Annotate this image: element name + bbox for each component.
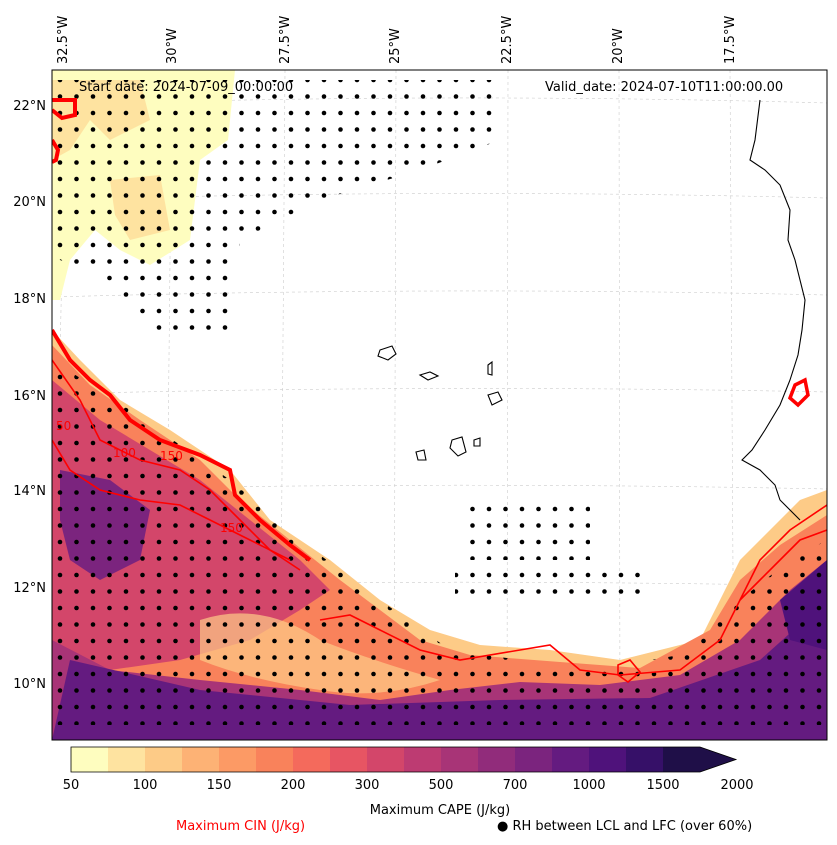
island-maio xyxy=(473,437,481,447)
cape-verde-islands xyxy=(377,345,503,461)
lon-label-27-5w: 27.5°W xyxy=(278,16,293,64)
lat-label-22n: 22°N xyxy=(13,99,46,114)
rh-marker-icon: ● xyxy=(497,819,509,834)
colorbar-label: Maximum CAPE (J/kg) xyxy=(370,803,510,818)
cape-colorbar xyxy=(70,746,738,773)
island-boa-vista xyxy=(487,391,503,406)
colorbar-tick-label: 1000 xyxy=(572,778,605,793)
colorbar-swatch xyxy=(256,747,294,772)
colorbar-swatch xyxy=(367,747,405,772)
lon-label-25w: 25°W xyxy=(388,28,403,64)
cin-label-3: 50 xyxy=(56,419,71,433)
lat-label-14n: 14°N xyxy=(13,484,46,499)
lat-label-16n: 16°N xyxy=(13,389,46,404)
cin-legend: Maximum CIN (J/kg) xyxy=(176,819,306,834)
colorbar-tick-label: 50 xyxy=(63,778,80,793)
cin-contours xyxy=(52,98,827,684)
colorbar-swatch xyxy=(330,747,368,772)
island-fogo xyxy=(415,449,427,461)
lon-label-17-5w: 17.5°W xyxy=(723,16,738,64)
colorbar-tick-label: 1500 xyxy=(646,778,679,793)
colorbar-swatch xyxy=(441,747,479,772)
cin-label-4: 150 xyxy=(220,521,243,535)
cin-contour-50 xyxy=(319,504,827,676)
cin-contour-nw-2 xyxy=(52,138,61,164)
cin-contour-labels: 100 150 50 150 xyxy=(56,419,243,535)
colorbar-outline xyxy=(70,746,738,773)
colorbar-tick-label: 700 xyxy=(503,778,528,793)
lat-label-20n: 20°N xyxy=(13,195,46,210)
latitude-labels: 22°N 20°N 18°N 16°N 14°N 12°N 10°N xyxy=(13,99,46,692)
lon-label-30w: 30°W xyxy=(165,28,180,64)
island-santiago xyxy=(449,436,467,457)
colorbar-swatch xyxy=(108,747,146,772)
cin-contour-island xyxy=(617,659,642,684)
rh-legend-label: RH between LCL and LFC (over 60%) xyxy=(512,819,753,834)
cin-contour-thick xyxy=(52,328,312,562)
colorbar-swatch xyxy=(145,747,183,772)
colorbar-tick-label: 500 xyxy=(429,778,454,793)
colorbar-tick-label: 100 xyxy=(133,778,158,793)
cin-contour-east xyxy=(739,529,827,601)
colorbar-tick-label: 300 xyxy=(355,778,380,793)
colorbar-swatch xyxy=(552,747,590,772)
rh-dots-patch-1 xyxy=(465,505,590,560)
cin-contour-100 xyxy=(52,439,291,561)
map-frame xyxy=(51,69,828,741)
colorbar-swatch xyxy=(478,747,516,772)
island-sao-nicolau xyxy=(418,371,440,381)
colorbar-swatch xyxy=(663,747,736,772)
rh-dots-south xyxy=(52,360,827,725)
map-panel: 100 150 50 150 Start date: 2024-07-09_00… xyxy=(13,16,828,741)
colorbar-swatch xyxy=(71,747,109,772)
lat-label-18n: 18°N xyxy=(13,292,46,307)
cin-label-2: 150 xyxy=(160,449,183,463)
colorbar-swatch xyxy=(219,747,257,772)
cin-contour-150 xyxy=(52,359,301,571)
rh-legend: ● RH between LCL and LFC (over 60%) xyxy=(497,819,752,834)
cin-label-1: 100 xyxy=(113,446,136,460)
rh-dots-north xyxy=(52,80,500,340)
colorbar-swatch xyxy=(626,747,664,772)
longitude-labels: 32.5°W 30°W 27.5°W 25°W 22.5°W 20°W 17.5… xyxy=(56,16,738,64)
island-santo-antao xyxy=(377,345,397,361)
cin-contour-nw xyxy=(52,98,77,121)
lon-label-20w: 20°W xyxy=(611,28,626,64)
lat-label-12n: 12°N xyxy=(13,581,46,596)
cin-contour-coast xyxy=(787,377,810,408)
colorbar-swatch xyxy=(293,747,331,772)
lon-label-22-5w: 22.5°W xyxy=(500,16,515,64)
colorbar-swatch xyxy=(515,747,553,772)
colorbar-swatch xyxy=(589,747,627,772)
colorbar-tick-label: 200 xyxy=(281,778,306,793)
lat-label-10n: 10°N xyxy=(13,677,46,692)
colorbar-swatch xyxy=(404,747,442,772)
colorbar-tick-label: 2000 xyxy=(720,778,753,793)
valid-date-label: Valid_date: 2024-07-10T11:00:00.00 xyxy=(545,80,783,95)
island-sal xyxy=(487,360,493,376)
cape-field: 100 150 50 150 xyxy=(52,70,827,740)
colorbar-tick-labels: 50 100 150 200 300 500 700 1000 1500 2000 xyxy=(63,778,754,793)
african-coastline xyxy=(741,99,806,521)
start-date-label: Start date: 2024-07-09_00:00:00 xyxy=(79,80,293,95)
colorbar-swatch xyxy=(182,747,220,772)
rh-dots-patch-2 xyxy=(455,570,650,595)
colorbar-tick-label: 150 xyxy=(207,778,232,793)
lon-label-32-5w: 32.5°W xyxy=(56,16,71,64)
